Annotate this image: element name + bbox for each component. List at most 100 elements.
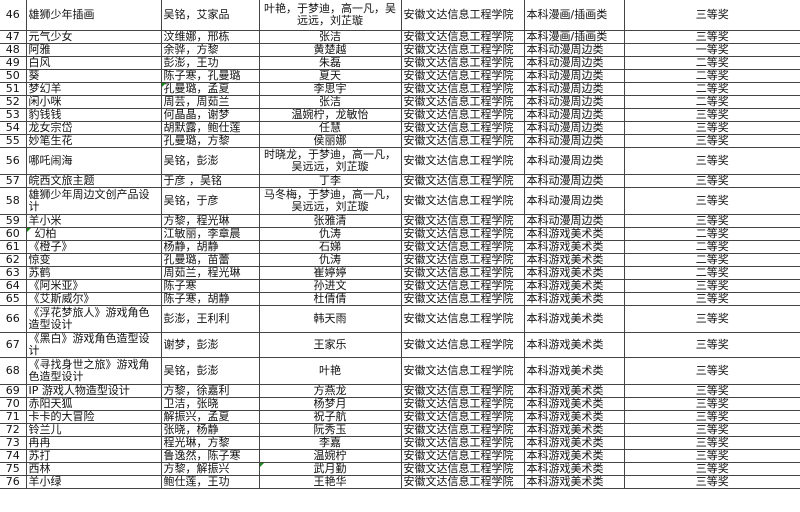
award-cell[interactable]: 三等奖 [624, 305, 800, 333]
authors-cell[interactable]: 孔曼璐，苗蕾 [161, 253, 260, 267]
row-number-cell[interactable]: 71 [0, 410, 27, 424]
work-name-cell[interactable]: 羊小绿 [26, 475, 162, 489]
school-cell[interactable]: 安徽文达信息工程学院 [401, 227, 525, 241]
work-name-cell[interactable]: 阿雅 [26, 43, 162, 57]
work-name-cell[interactable]: 惊变 [26, 253, 162, 267]
row-number-cell[interactable]: 75 [0, 462, 27, 476]
advisors-cell[interactable]: 侯丽娜 [259, 134, 402, 148]
row-number-cell[interactable]: 49 [0, 56, 27, 70]
advisors-cell[interactable]: 王艳华 [259, 475, 402, 489]
award-cell[interactable]: 二等奖 [624, 266, 800, 280]
row-number-cell[interactable]: 65 [0, 292, 27, 306]
award-cell[interactable]: 三等奖 [624, 475, 800, 489]
authors-cell[interactable]: 彭澎，王功 [161, 56, 260, 70]
advisors-cell[interactable]: 韩天雨 [259, 305, 402, 333]
work-name-cell[interactable]: 雄狮少年周边文创产品设计 [26, 187, 162, 215]
authors-cell[interactable]: 何晶晶，谢梦 [161, 108, 260, 122]
category-cell[interactable]: 本科游戏美术类 [524, 253, 625, 267]
award-cell[interactable]: 三等奖 [624, 423, 800, 437]
award-cell[interactable]: 三等奖 [624, 0, 800, 31]
school-cell[interactable]: 安徽文达信息工程学院 [401, 108, 525, 122]
advisors-cell[interactable]: 张雅清 [259, 214, 402, 228]
school-cell[interactable]: 安徽文达信息工程学院 [401, 449, 525, 463]
category-cell[interactable]: 本科动漫周边类 [524, 43, 625, 57]
row-number-cell[interactable]: 50 [0, 69, 27, 83]
award-cell[interactable]: 三等奖 [624, 397, 800, 411]
school-cell[interactable]: 安徽文达信息工程学院 [401, 56, 525, 70]
advisors-cell[interactable]: 石娣 [259, 240, 402, 254]
row-number-cell[interactable]: 52 [0, 95, 27, 109]
row-number-cell[interactable]: 51 [0, 82, 27, 96]
school-cell[interactable]: 安徽文达信息工程学院 [401, 384, 525, 398]
category-cell[interactable]: 本科游戏美术类 [524, 410, 625, 424]
row-number-cell[interactable]: 69 [0, 384, 27, 398]
advisors-cell[interactable]: 祝子航 [259, 410, 402, 424]
authors-cell[interactable]: 方黎，徐嘉利 [161, 384, 260, 398]
advisors-cell[interactable]: 仇涛 [259, 253, 402, 267]
work-name-cell[interactable]: 《艾斯威尔》 [26, 292, 162, 306]
row-number-cell[interactable]: 64 [0, 279, 27, 293]
school-cell[interactable]: 安徽文达信息工程学院 [401, 43, 525, 57]
award-cell[interactable]: 三等奖 [624, 174, 800, 188]
authors-cell[interactable]: 解振兴，孟夏 [161, 410, 260, 424]
work-name-cell[interactable]: 苏打 [26, 449, 162, 463]
authors-cell[interactable]: 彭澎，王利利 [161, 305, 260, 333]
work-name-cell[interactable]: 赤阳天狐 [26, 397, 162, 411]
row-number-cell[interactable]: 67 [0, 332, 27, 358]
school-cell[interactable]: 安徽文达信息工程学院 [401, 279, 525, 293]
authors-cell[interactable]: 余骅，方黎 [161, 43, 260, 57]
category-cell[interactable]: 本科动漫周边类 [524, 82, 625, 96]
row-number-cell[interactable]: 57 [0, 174, 27, 188]
advisors-cell[interactable]: 阮秀玉 [259, 423, 402, 437]
work-name-cell[interactable]: 元气少女 [26, 30, 162, 44]
school-cell[interactable]: 安徽文达信息工程学院 [401, 0, 525, 31]
advisors-cell[interactable]: 丁李 [259, 174, 402, 188]
row-number-cell[interactable]: 66 [0, 305, 27, 333]
advisors-cell[interactable]: 马冬梅，于梦迪，高一凡，吴远远，刘芷璇 [259, 187, 402, 215]
school-cell[interactable]: 安徽文达信息工程学院 [401, 305, 525, 333]
work-name-cell[interactable]: 雄狮少年插画 [26, 0, 162, 31]
award-cell[interactable]: 三等奖 [624, 436, 800, 450]
category-cell[interactable]: 本科游戏美术类 [524, 227, 625, 241]
row-number-cell[interactable]: 47 [0, 30, 27, 44]
advisors-cell[interactable]: 夏天 [259, 69, 402, 83]
advisors-cell[interactable]: 温婉柠 [259, 449, 402, 463]
category-cell[interactable]: 本科游戏美术类 [524, 423, 625, 437]
authors-cell[interactable]: 汶维娜，邢栋 [161, 30, 260, 44]
advisors-cell[interactable]: 朱磊 [259, 56, 402, 70]
authors-cell[interactable]: 吴铭，艾家品 [161, 0, 260, 31]
award-cell[interactable]: 一等奖 [624, 43, 800, 57]
row-number-cell[interactable]: 48 [0, 43, 27, 57]
school-cell[interactable]: 安徽文达信息工程学院 [401, 397, 525, 411]
category-cell[interactable]: 本科动漫周边类 [524, 174, 625, 188]
row-number-cell[interactable]: 72 [0, 423, 27, 437]
advisors-cell[interactable]: 温婉柠，龙敏怡 [259, 108, 402, 122]
authors-cell[interactable]: 方黎，程光琳 [161, 214, 260, 228]
advisors-cell[interactable]: 杨梦月 [259, 397, 402, 411]
school-cell[interactable]: 安徽文达信息工程学院 [401, 357, 525, 385]
work-name-cell[interactable]: 龙女宗岱 [26, 121, 162, 135]
award-cell[interactable]: 三等奖 [624, 214, 800, 228]
authors-cell[interactable]: 胡默露，鲍仕莲 [161, 121, 260, 135]
authors-cell[interactable]: 吴铭，彭澎 [161, 147, 260, 175]
advisors-cell[interactable]: 李思宇 [259, 82, 402, 96]
category-cell[interactable]: 本科游戏美术类 [524, 240, 625, 254]
work-name-cell[interactable]: 哪吒闹海 [26, 147, 162, 175]
school-cell[interactable]: 安徽文达信息工程学院 [401, 174, 525, 188]
category-cell[interactable]: 本科游戏美术类 [524, 292, 625, 306]
category-cell[interactable]: 本科动漫周边类 [524, 147, 625, 175]
award-cell[interactable]: 三等奖 [624, 449, 800, 463]
row-number-cell[interactable]: 53 [0, 108, 27, 122]
advisors-cell[interactable]: 黄楚越 [259, 43, 402, 57]
school-cell[interactable]: 安徽文达信息工程学院 [401, 69, 525, 83]
school-cell[interactable]: 安徽文达信息工程学院 [401, 410, 525, 424]
row-number-cell[interactable]: 60 [0, 227, 27, 241]
advisors-cell[interactable]: 崔婷婷 [259, 266, 402, 280]
work-name-cell[interactable]: 《寻找身世之旅》游戏角色造型设计 [26, 357, 162, 385]
work-name-cell[interactable]: 羊小米 [26, 214, 162, 228]
school-cell[interactable]: 安徽文达信息工程学院 [401, 253, 525, 267]
work-name-cell[interactable]: 铃兰儿 [26, 423, 162, 437]
school-cell[interactable]: 安徽文达信息工程学院 [401, 332, 525, 358]
school-cell[interactable]: 安徽文达信息工程学院 [401, 147, 525, 175]
authors-cell[interactable]: 于彦 ，吴铭 [161, 174, 260, 188]
